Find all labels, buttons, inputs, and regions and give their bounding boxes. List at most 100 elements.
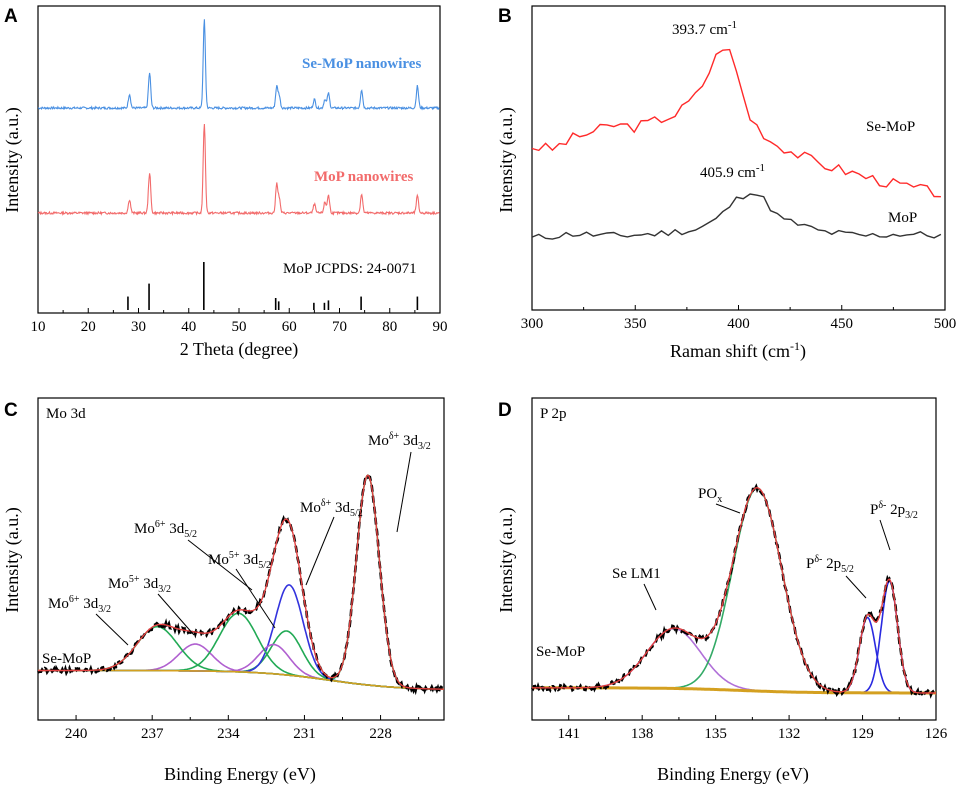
raman-peak-mop: 405.9 cm-1 xyxy=(700,162,765,181)
panel-a-tick-label-10: 10 xyxy=(31,319,46,335)
arrow-6 xyxy=(95,613,129,646)
panel-c-tick-label-231: 231 xyxy=(293,726,316,742)
panel-d-tick-label-129: 129 xyxy=(851,726,874,742)
background-line xyxy=(38,669,444,690)
panel-c-title: Mo 3d xyxy=(46,406,86,422)
panel-a-tick-label-60: 60 xyxy=(282,319,297,335)
component-1-0 xyxy=(532,487,936,694)
panel-c-tick-label-240: 240 xyxy=(65,726,88,742)
component-3-0 xyxy=(38,612,444,690)
panel-b-tick-label-500: 500 xyxy=(934,316,957,332)
legend-mop-nanowires: MoP nanowires xyxy=(314,169,413,185)
mo-delta-3d52-label: Moδ+ 3d5/2 xyxy=(300,498,363,519)
raman-label-se-mop: Se-MoP xyxy=(866,119,915,135)
panel-a-tick-label-30: 30 xyxy=(131,319,146,335)
xrd-se-mop-line xyxy=(37,19,440,111)
arrow-3 xyxy=(187,539,253,591)
panel-c-label: C xyxy=(4,400,18,421)
mo5-3d52-label: Mo5+ 3d5/2 xyxy=(208,550,271,571)
panel-c-sample-label: Se-MoP xyxy=(42,651,91,667)
panel-d-tick-label-141: 141 xyxy=(557,726,580,742)
mo6-3d52-label: Mo6+ 3d5/2 xyxy=(134,519,197,540)
panel-b-tick-label-300: 300 xyxy=(521,316,544,332)
panel-d-annotations: POx Se LM1 Pδ- 2p5/2 Pδ- 2p3/2 xyxy=(612,486,918,582)
raman-se-mop-line xyxy=(531,48,941,198)
component-0-0 xyxy=(532,627,936,694)
panel-d-tick-label-138: 138 xyxy=(631,726,654,742)
component-2-1 xyxy=(38,643,444,690)
legend-se-mop-nanowires: Se-MoP nanowires xyxy=(302,56,421,72)
panel-d-frame xyxy=(531,397,937,721)
xrd-mop-line xyxy=(37,123,440,217)
panel-a-tick-label-20: 20 xyxy=(81,319,96,335)
panel-b-tick-label-350: 350 xyxy=(624,316,647,332)
mo5-3d32-label: Mo5+ 3d3/2 xyxy=(108,574,171,595)
panel-d-tick-label-132: 132 xyxy=(778,726,801,742)
panel-a-tick-label-40: 40 xyxy=(181,319,196,335)
panel-d-y-label: Intensity (a.u.) xyxy=(496,507,517,612)
envelope-line xyxy=(532,486,936,694)
panel-b-x-ticks: 300 350 400 450 500 xyxy=(521,305,957,332)
arrow-5 xyxy=(157,593,195,636)
panel-d-sample-label: Se-MoP xyxy=(536,644,585,660)
panel-d-title: P 2p xyxy=(540,406,567,422)
panel-c-x-ticks: 240 237 234 231 228 xyxy=(65,715,420,742)
component-3-0 xyxy=(532,580,936,694)
arrow-2 xyxy=(305,516,335,586)
panel-a-y-label: Intensity (a.u.) xyxy=(2,107,23,212)
panel-a-tick-label-80: 80 xyxy=(382,319,397,335)
mo6-3d32-label: Mo6+ 3d3/2 xyxy=(48,594,111,615)
jcpds-reference-lines xyxy=(127,262,419,310)
se-lm1-label: Se LM1 xyxy=(612,566,661,582)
raman-label-mop: MoP xyxy=(888,210,917,226)
arrow-p32 xyxy=(879,519,891,551)
arrow-pox xyxy=(715,503,741,514)
component-2-0 xyxy=(38,643,444,690)
panel-c-y-label: Intensity (a.u.) xyxy=(2,507,23,612)
component-0-1 xyxy=(38,630,444,690)
panel-d-label: D xyxy=(498,400,512,421)
panel-c-tick-label-234: 234 xyxy=(217,726,240,742)
panel-c-tick-label-237: 237 xyxy=(141,726,164,742)
panel-b-x-label: Raman shift (cm-1) xyxy=(670,339,806,362)
arrow-1 xyxy=(396,451,412,533)
arrow-4 xyxy=(235,568,276,629)
panel-b-frame xyxy=(531,5,946,311)
raman-peak-se-mop: 393.7 cm-1 xyxy=(672,19,737,38)
p-2p32-label: Pδ- 2p3/2 xyxy=(870,500,918,521)
panel-c-arrows xyxy=(95,451,412,646)
envelope-line xyxy=(38,474,444,690)
panel-c-fit-curves xyxy=(37,474,445,697)
raman-mop-line xyxy=(531,193,942,240)
panel-a-tick-label-70: 70 xyxy=(332,319,347,335)
pox-label: POx xyxy=(698,486,722,505)
panel-d-tick-label-126: 126 xyxy=(925,726,948,742)
mo-delta-3d32-label: Moδ+ 3d3/2 xyxy=(368,431,431,452)
panel-b-label: B xyxy=(498,6,512,27)
panel-a-tick-label-50: 50 xyxy=(232,319,247,335)
panel-d-x-ticks: 141 138 135 132 129 126 xyxy=(557,715,948,742)
panel-a-x-ticks: 10 20 30 40 50 60 70 80 90 xyxy=(31,308,448,335)
component-2-0 xyxy=(532,616,936,694)
component-0-0 xyxy=(38,474,444,690)
panel-b-tick-label-450: 450 xyxy=(831,316,854,332)
arrow-se-lm1 xyxy=(643,583,657,611)
component-3-1 xyxy=(38,625,444,690)
panel-a-tick-label-90: 90 xyxy=(433,319,448,335)
panel-d-tick-label-135: 135 xyxy=(704,726,727,742)
panel-c-annotations: Moδ+ 3d3/2 Moδ+ 3d5/2 Mo6+ 3d5/2 Mo5+ 3d… xyxy=(48,431,431,615)
panel-b-tick-label-400: 400 xyxy=(727,316,750,332)
panel-c-x-label: Binding Energy (eV) xyxy=(164,764,316,785)
panel-d-fit-curves xyxy=(531,483,937,700)
arrow-p52 xyxy=(845,575,867,599)
p-2p52-label: Pδ- 2p5/2 xyxy=(806,554,854,575)
panel-d-arrows xyxy=(643,503,891,611)
panel-a-label: A xyxy=(4,6,18,27)
panel-a-x-label: 2 Theta (degree) xyxy=(180,339,299,360)
raw-data-line xyxy=(37,474,445,697)
panel-b-y-label: Intensity (a.u.) xyxy=(496,107,517,212)
panel-d-x-label: Binding Energy (eV) xyxy=(657,764,809,785)
jcpds-label: MoP JCPDS: 24-0071 xyxy=(283,261,417,277)
panel-c-tick-label-228: 228 xyxy=(369,726,392,742)
